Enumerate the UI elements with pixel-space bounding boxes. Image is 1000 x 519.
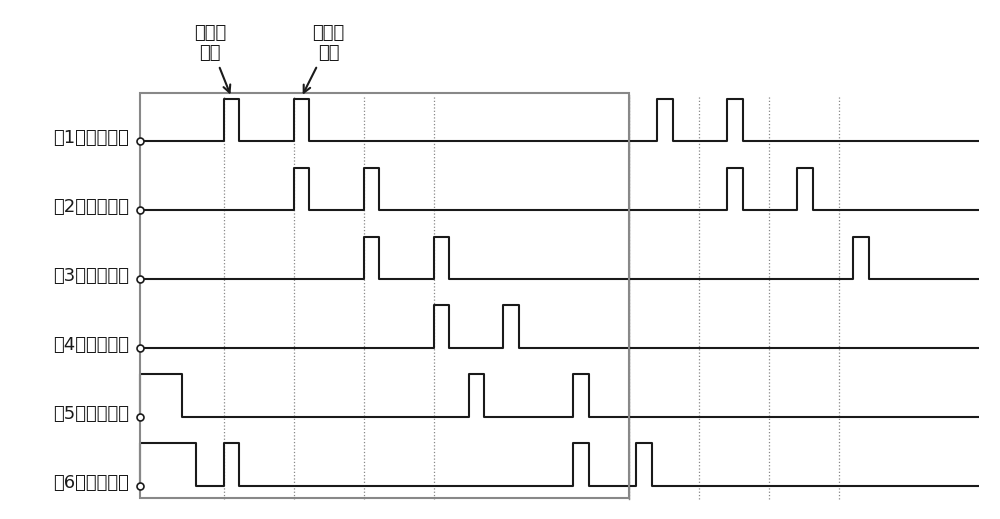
Text: 第5路输入脉冲: 第5路输入脉冲 bbox=[53, 405, 129, 423]
Text: 第3路输入脉冲: 第3路输入脉冲 bbox=[53, 267, 129, 285]
Text: 第6路输入脉冲: 第6路输入脉冲 bbox=[53, 474, 129, 491]
Text: 第1路输入脉冲: 第1路输入脉冲 bbox=[53, 129, 129, 147]
Text: 第2路输入脉冲: 第2路输入脉冲 bbox=[53, 198, 129, 216]
Text: 第4路输入脉冲: 第4路输入脉冲 bbox=[53, 336, 129, 354]
Text: 第一个
脉冲: 第一个 脉冲 bbox=[194, 23, 230, 92]
Text: 第二个
脉冲: 第二个 脉冲 bbox=[304, 23, 345, 93]
Bar bbox=[140, 93, 629, 498]
